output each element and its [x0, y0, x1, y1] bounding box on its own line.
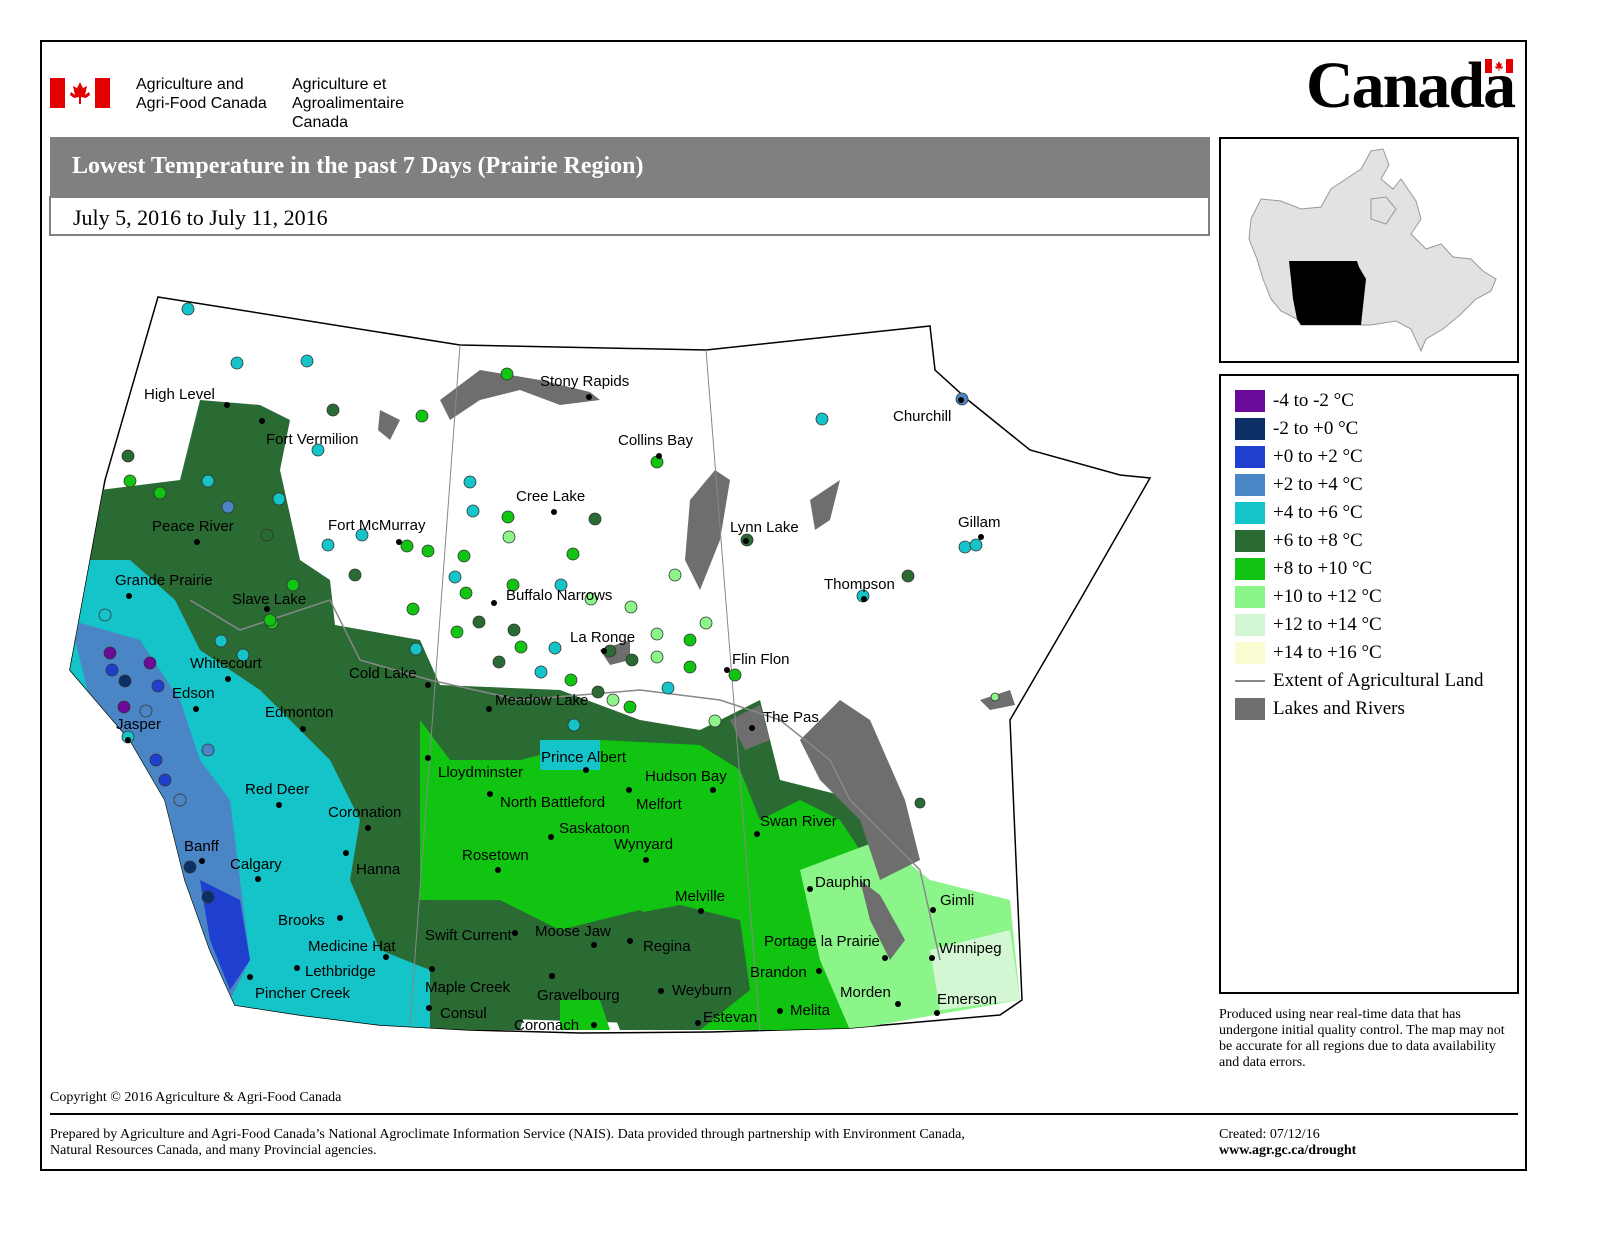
city-label: Buffalo Narrows — [506, 587, 612, 604]
city-label: Regina — [643, 938, 691, 955]
station-dots — [98, 302, 1000, 904]
city-label: Grande Prairie — [115, 572, 213, 589]
city-label: Lynn Lake — [730, 519, 799, 536]
city-label: Medicine Hat — [308, 938, 396, 955]
department-name-french: Agriculture et Agroalimentaire Canada — [292, 76, 405, 131]
city-label: Swan River — [760, 813, 837, 830]
legend-swatch — [1235, 642, 1265, 664]
legend-swatch — [1235, 418, 1265, 440]
temperature-shading — [70, 400, 1020, 1030]
legend-swatch — [1235, 530, 1265, 552]
legend-swatch — [1235, 558, 1265, 580]
legend-swatch — [1235, 390, 1265, 412]
city-label: Gimli — [940, 892, 974, 909]
department-name-english: Agriculture and Agri-Food Canada — [136, 76, 267, 112]
legend-swatch — [1235, 614, 1265, 636]
city-label: Gillam — [958, 514, 1001, 531]
city-label: Morden — [840, 984, 891, 1001]
city-label: Fort Vermilion — [266, 431, 359, 448]
city-label: Stony Rapids — [540, 373, 629, 390]
canada-outline-map — [1248, 148, 1497, 353]
city-label: Calgary — [230, 856, 282, 873]
city-label: Emerson — [937, 991, 997, 1008]
legend-swatch — [1235, 474, 1265, 496]
city-label: Red Deer — [245, 781, 309, 798]
city-label: Rosetown — [462, 847, 529, 864]
city-label: Collins Bay — [618, 432, 694, 449]
city-label: Melfort — [636, 796, 683, 813]
city-label: Fort McMurray — [328, 517, 426, 534]
city-label: Gravelbourg — [537, 987, 620, 1004]
alberta-saskatchewan-border — [409, 344, 461, 1026]
city-label: Edson — [172, 685, 215, 702]
legend-swatch — [1235, 502, 1265, 524]
city-label: Melita — [790, 1002, 831, 1019]
legend-swatch — [1235, 446, 1265, 468]
city-label: Meadow Lake — [495, 692, 588, 709]
city-labels: High Level Fort Vermilion Peace River Fo… — [115, 373, 1002, 1034]
lakes-and-rivers — [378, 370, 1015, 960]
city-label: Cree Lake — [516, 488, 585, 505]
city-label: Whitecourt — [190, 655, 263, 672]
legend: -4 to -2 °C -2 to +0 °C +0 to +2 °C +2 t… — [1219, 374, 1519, 994]
city-label: Prince Albert — [541, 749, 627, 766]
canada-flag-icon — [50, 78, 110, 108]
city-label: Winnipeg — [939, 940, 1002, 957]
city-label: Banff — [184, 838, 220, 855]
saskatchewan-manitoba-border — [705, 349, 761, 1033]
prepared-by-text: Prepared by Agriculture and Agri-Food Ca… — [50, 1127, 965, 1158]
city-label: Coronach — [514, 1017, 579, 1034]
city-label: Peace River — [152, 518, 234, 535]
city-label: Pincher Creek — [255, 985, 351, 1002]
date-range: July 5, 2016 to July 11, 2016 — [49, 196, 1210, 236]
city-label: Melville — [675, 888, 725, 905]
city-label: Edmonton — [265, 704, 333, 721]
created-date: Created: 07/12/16 — [1219, 1127, 1320, 1142]
city-label: Churchill — [893, 408, 951, 425]
footer-divider — [50, 1113, 1518, 1115]
city-label: Lloydminster — [438, 764, 523, 781]
city-label: Hanna — [356, 861, 401, 878]
legend-swatch — [1235, 698, 1265, 720]
inset-locator-map — [1219, 137, 1519, 363]
map-frame — [40, 40, 1527, 1171]
city-label: Hudson Bay — [645, 768, 727, 785]
canada-wordmark: Canada — [1306, 49, 1516, 122]
city-label: Swift Current — [425, 927, 513, 944]
city-label: Weyburn — [672, 982, 732, 999]
city-label: The Pas — [763, 709, 819, 726]
legend-line-swatch — [1235, 680, 1265, 682]
city-label: Slave Lake — [232, 591, 306, 608]
city-label: Lethbridge — [305, 963, 376, 980]
website-link[interactable]: www.agr.gc.ca/drought — [1219, 1143, 1357, 1158]
copyright-text: Copyright © 2016 Agriculture & Agri-Food… — [50, 1090, 342, 1105]
city-label: Coronation — [328, 804, 401, 821]
city-label: Flin Flon — [732, 651, 790, 668]
disclaimer-text: Produced using near real-time data that … — [1219, 1007, 1505, 1070]
city-label: High Level — [144, 386, 215, 403]
city-label: Brandon — [750, 964, 807, 981]
city-label: Moose Jaw — [535, 923, 611, 940]
city-label: North Battleford — [500, 794, 605, 811]
created-info: Created: 07/12/16 www.agr.gc.ca/drought — [1219, 1127, 1356, 1159]
city-label: Cold Lake — [349, 665, 417, 682]
city-label: Brooks — [278, 912, 325, 929]
city-label: La Ronge — [570, 629, 635, 646]
city-label: Jasper — [116, 716, 161, 733]
city-label: Consul — [440, 1005, 487, 1022]
city-label: Wynyard — [614, 836, 673, 853]
city-label: Estevan — [703, 1009, 757, 1026]
city-label: Thompson — [824, 576, 895, 593]
city-label: Dauphin — [815, 874, 871, 891]
city-label: Maple Creek — [425, 979, 511, 996]
wordmark-flag-icon — [1485, 59, 1513, 73]
city-label: Portage la Prairie — [764, 933, 880, 950]
city-label: Saskatoon — [559, 820, 630, 837]
agricultural-land-extent — [189, 599, 941, 961]
map-title: Lowest Temperature in the past 7 Days (P… — [50, 137, 1210, 197]
legend-swatch — [1235, 586, 1265, 608]
